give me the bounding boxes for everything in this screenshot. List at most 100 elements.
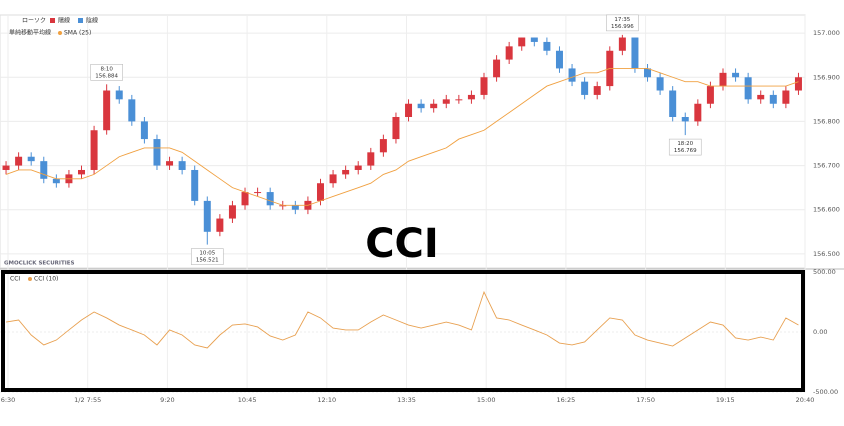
annotation-price: 156.769 [674, 148, 697, 154]
x-tick-label: 15:00 [477, 396, 496, 404]
annotation-box [668, 138, 702, 156]
candle-body [480, 77, 488, 95]
candle-body [52, 178, 60, 184]
candle-body [543, 41, 551, 51]
x-tick-label: 16:25 [557, 396, 576, 404]
annotation-box [606, 14, 639, 32]
candle-body [254, 192, 262, 194]
legend-title: CCI [10, 276, 20, 283]
candle-body [279, 205, 287, 207]
y-tick-label: 0.00 [813, 328, 827, 336]
y-tick-label: -500.00 [813, 388, 838, 396]
candle-body [367, 152, 375, 166]
candle-body [794, 77, 802, 91]
legend-group: 単純移動平均線 [9, 29, 51, 37]
candle-body [644, 68, 652, 78]
annotation-time: 18:20 [677, 141, 693, 147]
annotation-box [190, 248, 224, 265]
candle-body [228, 205, 236, 219]
candle-body [493, 59, 501, 78]
candle-body [115, 90, 123, 100]
legend-swatch [50, 18, 55, 23]
legend-down: 陰線 [86, 17, 98, 25]
legend-title: ローソク [22, 18, 46, 25]
highlight-frame [1, 270, 805, 392]
candle-body [27, 156, 35, 162]
y-tick-label: 156.500 [813, 250, 840, 258]
candle-body [719, 72, 727, 87]
y-tick-label: 156.900 [813, 73, 840, 81]
candle-body [706, 86, 714, 104]
candle-body [681, 116, 689, 122]
candle-body [555, 50, 563, 69]
annotation-time: 17:35 [614, 17, 630, 23]
candle-body [40, 161, 48, 179]
candle-body [417, 103, 425, 109]
x-tick-label: 1/2 7:55 [74, 396, 101, 404]
annotation-time: 10:05 [199, 251, 215, 257]
candle-body [744, 77, 752, 100]
x-tick-label: 19:15 [716, 396, 735, 404]
candle-body [518, 37, 526, 47]
legend-cci: CCI (10) [34, 276, 58, 283]
candle-body [379, 139, 387, 153]
candle-body [15, 156, 23, 166]
candle-body [732, 72, 740, 78]
x-tick-label: 17:50 [636, 396, 655, 404]
candle-body [266, 192, 274, 206]
candle-body [631, 37, 639, 69]
annotation-price: 156.884 [95, 73, 118, 79]
candle-body [430, 103, 438, 109]
candle-body [392, 116, 400, 140]
candle-body [656, 77, 664, 91]
candle-body [618, 37, 626, 51]
candle-body [694, 103, 702, 122]
highlight-label: CCI [365, 221, 439, 267]
candle-body [140, 121, 148, 140]
candle-body [203, 200, 211, 232]
candle-body [505, 46, 513, 60]
legend-sma: SMA (25) [64, 30, 91, 37]
candle-body [442, 99, 450, 104]
candle-body [757, 94, 765, 100]
candle-body [78, 169, 86, 175]
candle-body [342, 169, 350, 175]
candle-body [669, 90, 677, 117]
legend-swatch [78, 18, 83, 23]
legend-swatch [58, 31, 62, 35]
annotation-box [90, 64, 123, 81]
annotation-time: 8:10 [100, 66, 113, 72]
candle-body [782, 90, 790, 104]
candle-body [291, 205, 299, 210]
y-tick-label: 500.00 [813, 268, 836, 276]
candle-body [769, 94, 777, 104]
legend-up: 陽線 [58, 17, 70, 25]
x-tick-label: 10:45 [238, 396, 257, 404]
candle-body [103, 90, 111, 131]
y-tick-label: 156.600 [813, 206, 840, 214]
candle-body [191, 169, 199, 201]
candle-body [581, 81, 589, 95]
candle-body [530, 37, 538, 42]
candle-body [405, 103, 413, 117]
cci-line [5, 290, 799, 349]
candle-body [178, 161, 186, 170]
candle-body [568, 68, 576, 82]
legend-swatch [28, 277, 32, 281]
candle-body [467, 94, 475, 100]
y-tick-label: 156.800 [813, 117, 840, 125]
x-tick-label: 6:30 [1, 396, 16, 404]
candle-body [153, 139, 161, 166]
candle-body [316, 183, 324, 201]
watermark: GMOCLICK SECURITIES [4, 261, 75, 267]
annotation-price: 156.996 [611, 24, 634, 30]
y-tick-label: 156.700 [813, 162, 840, 170]
x-tick-label: 12:10 [317, 396, 336, 404]
candle-body [593, 86, 601, 95]
candle-body [216, 218, 224, 232]
y-tick-label: 157.000 [813, 29, 840, 37]
x-tick-label: 9:20 [160, 396, 175, 404]
x-tick-label: 20:40 [796, 396, 815, 404]
candle-body [329, 174, 337, 184]
